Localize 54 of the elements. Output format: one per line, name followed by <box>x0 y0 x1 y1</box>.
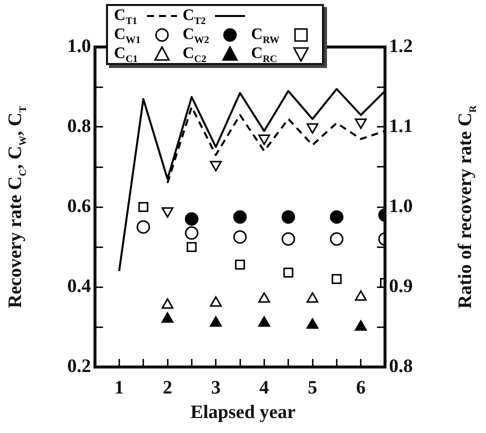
legend-label: C$_{T2}$ <box>182 6 207 28</box>
point <box>330 210 344 224</box>
y2-tick-label: 0.9 <box>389 276 413 297</box>
point <box>354 320 367 331</box>
x-tick-label: 1 <box>114 377 124 398</box>
y2-tick-label: 1.1 <box>389 116 413 137</box>
point <box>186 242 197 252</box>
point <box>210 160 222 172</box>
y2-tick-label: 1.0 <box>389 196 413 217</box>
point <box>233 210 247 224</box>
point <box>162 207 174 218</box>
legend-label: C$_{C2}$ <box>182 44 208 66</box>
legend-label: C$_{RW}$ <box>251 25 280 46</box>
point <box>354 290 367 301</box>
x-tick-label: 4 <box>259 377 270 398</box>
point <box>235 260 245 270</box>
point <box>258 316 270 327</box>
point <box>210 296 222 307</box>
point <box>233 230 247 244</box>
point <box>184 212 198 226</box>
x-tick-label: 3 <box>211 377 221 398</box>
point <box>282 232 296 246</box>
point <box>306 123 318 134</box>
x-tick-label: 6 <box>356 377 366 398</box>
y2-tick-label: 1.2 <box>389 36 413 57</box>
point <box>162 298 174 309</box>
legend-label: C$_{C1}$ <box>114 44 139 66</box>
point <box>330 232 344 246</box>
legend-label: C$_{T1}$ <box>114 6 138 28</box>
x-axis-title: Elapsed year <box>189 402 297 424</box>
x-tick-label: 2 <box>162 377 172 398</box>
legend-label: C$_{W2}$ <box>182 25 210 46</box>
point <box>306 292 318 303</box>
y-tick-label: 0.8 <box>67 116 91 137</box>
point <box>354 118 367 129</box>
point <box>162 312 174 323</box>
point <box>184 226 198 240</box>
point <box>332 274 342 284</box>
y-tick-label: 0.6 <box>67 196 91 217</box>
y-tick-label: 0.2 <box>67 356 91 377</box>
point <box>283 268 294 278</box>
y-tick-label: 0.4 <box>67 276 92 297</box>
point <box>210 316 222 327</box>
y-tick-label: 1.0 <box>67 36 91 57</box>
point <box>306 318 318 329</box>
point <box>136 220 150 234</box>
y2-tick-label: 0.8 <box>389 356 413 377</box>
legend-label: C$_{RC}$ <box>251 44 278 66</box>
point <box>282 210 296 224</box>
legend-label: C$_{W1}$ <box>114 25 141 46</box>
point <box>258 134 270 145</box>
point <box>258 292 270 303</box>
point <box>138 202 148 212</box>
x-tick-label: 5 <box>308 377 318 398</box>
